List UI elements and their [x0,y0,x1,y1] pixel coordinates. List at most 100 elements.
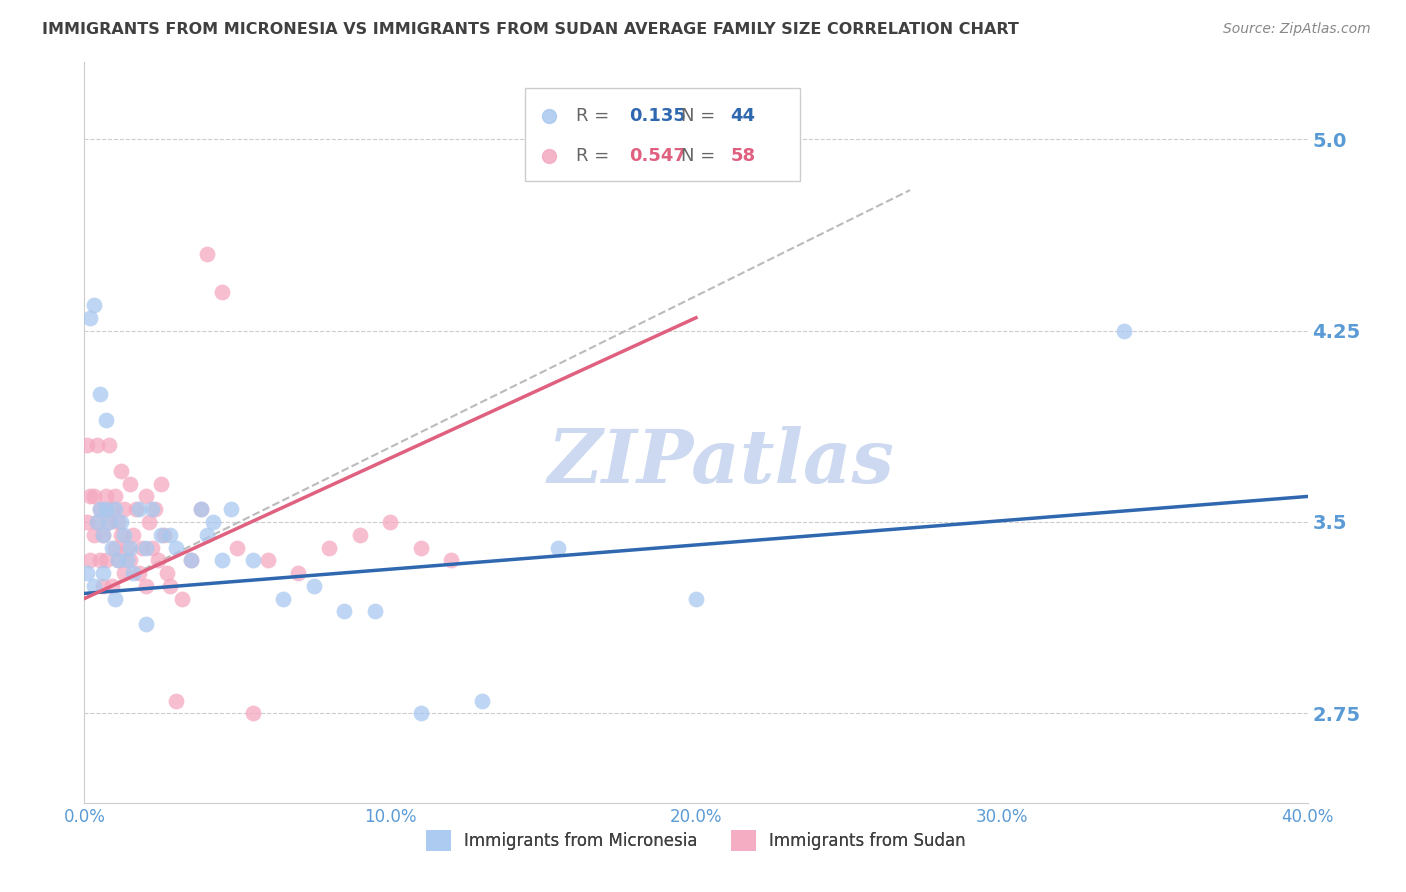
Point [107,553,129,567]
Text: 44: 44 [730,107,755,125]
Text: ZIPatlas: ZIPatlas [547,426,894,499]
Point [110,527,132,541]
Point [76,438,98,452]
Point [89,387,111,401]
Point [135,617,157,632]
Point [89,502,111,516]
Point [440,553,463,567]
Text: R =: R = [576,107,609,125]
Point [135,490,157,504]
Point [128,502,150,516]
Point [83,579,105,593]
Point [153,527,176,541]
Point [86,515,108,529]
Point [83,527,105,541]
Point [128,566,150,580]
Point [380,515,402,529]
Point [122,527,145,541]
Point [271,591,294,606]
Text: N =: N = [682,147,716,165]
Point [159,527,181,541]
Point [135,579,157,593]
FancyBboxPatch shape [524,88,800,181]
Point [172,591,194,606]
Point [180,553,202,567]
Point [131,541,153,555]
Point [547,541,569,555]
Point [120,541,142,555]
Point [89,553,111,567]
Point [112,502,135,516]
Point [94,490,117,504]
Point [143,502,166,516]
Point [104,490,127,504]
Point [242,553,264,567]
Point [91,579,114,593]
Point [135,541,157,555]
Point [115,541,138,555]
Point [83,490,105,504]
Point [318,541,340,555]
Point [101,579,124,593]
Point [165,541,187,555]
Point [201,515,224,529]
Point [91,527,114,541]
Point [104,502,127,516]
Point [104,591,127,606]
Point [86,515,108,529]
Point [287,566,309,580]
Point [107,515,129,529]
Text: Source: ZipAtlas.com: Source: ZipAtlas.com [1223,22,1371,37]
Point [122,566,145,580]
Legend: Immigrants from Micronesia, Immigrants from Sudan: Immigrants from Micronesia, Immigrants f… [419,823,973,857]
Point [333,604,356,618]
Point [86,438,108,452]
Point [141,502,163,516]
Point [156,566,179,580]
Point [104,541,127,555]
Point [91,527,114,541]
Point [409,706,432,721]
Point [190,502,212,516]
Point [125,502,148,516]
Point [685,591,707,606]
Point [115,553,138,567]
Point [226,541,249,555]
Point [94,553,117,567]
Text: 58: 58 [730,147,755,165]
Point [76,566,98,580]
Point [79,553,101,567]
Point [409,541,432,555]
Point [159,579,181,593]
Point [195,247,218,261]
Text: 0.135: 0.135 [628,107,686,125]
Point [120,476,142,491]
Point [242,706,264,721]
Point [89,502,111,516]
Point [94,502,117,516]
Point [97,515,120,529]
Point [107,553,129,567]
Point [112,566,135,580]
Point [120,553,142,567]
Point [211,285,233,300]
Point [79,490,101,504]
Point [195,527,218,541]
Point [141,541,163,555]
Point [219,502,242,516]
Point [146,553,169,567]
Point [471,694,494,708]
Text: R =: R = [576,147,609,165]
Point [97,438,120,452]
Point [190,502,212,516]
Point [364,604,387,618]
Point [211,553,233,567]
Point [257,553,280,567]
Point [149,527,172,541]
Text: 0.547: 0.547 [628,147,686,165]
Point [112,527,135,541]
Text: IMMIGRANTS FROM MICRONESIA VS IMMIGRANTS FROM SUDAN AVERAGE FAMILY SIZE CORRELAT: IMMIGRANTS FROM MICRONESIA VS IMMIGRANTS… [42,22,1019,37]
Point [138,515,160,529]
Point [110,464,132,478]
Point [349,527,371,541]
